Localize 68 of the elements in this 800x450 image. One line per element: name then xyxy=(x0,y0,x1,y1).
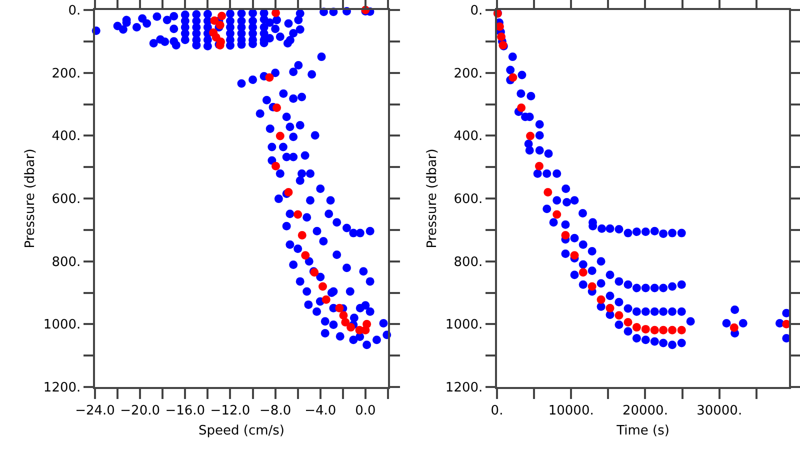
point xyxy=(301,251,310,260)
x-axis-title: Time (s) xyxy=(616,423,670,438)
y-tick-label: 1200. xyxy=(445,380,483,396)
point xyxy=(650,326,659,334)
y-tick-label: 400. xyxy=(454,129,483,144)
point xyxy=(624,318,632,327)
point xyxy=(265,73,274,82)
y-axis-title: Pressure (dbar) xyxy=(22,148,38,248)
y-tick-label: 800. xyxy=(454,254,483,270)
x-tick-label: 10000. xyxy=(548,403,594,418)
point xyxy=(272,162,280,170)
y-tick-label: 1000. xyxy=(445,318,483,333)
point xyxy=(677,326,686,334)
point xyxy=(497,32,506,41)
point xyxy=(730,323,738,332)
point xyxy=(318,282,327,291)
y-tick-label: 200. xyxy=(52,66,81,82)
x-tick-label: 0.0 xyxy=(355,403,376,418)
point xyxy=(322,295,330,304)
point xyxy=(641,324,650,334)
y-tick-label: 0. xyxy=(68,4,81,19)
x-tick-label: −8.0 xyxy=(260,403,292,418)
point xyxy=(294,210,302,219)
point xyxy=(544,188,552,196)
point xyxy=(561,231,570,240)
point xyxy=(210,16,219,25)
x-axis-title: Speed (cm/s) xyxy=(198,423,284,438)
point xyxy=(508,73,518,82)
y-axis-title: Pressure (dbar) xyxy=(424,148,440,248)
point xyxy=(632,323,641,332)
y-tick-label: 1200. xyxy=(43,380,81,396)
point xyxy=(570,251,579,260)
x-tick-label: −12.0 xyxy=(210,403,250,418)
x-tick-label: 20000. xyxy=(622,403,668,418)
point xyxy=(298,231,306,240)
point xyxy=(614,311,624,320)
point xyxy=(346,323,356,332)
y-tick-label: 1000. xyxy=(43,318,81,333)
x-tick-label: −24.0 xyxy=(75,403,115,418)
x-tick-label: −4.0 xyxy=(304,403,336,418)
point xyxy=(339,311,348,320)
y-tick-label: 0. xyxy=(470,4,483,19)
y-tick-label: 600. xyxy=(454,192,483,208)
x-tick-label: −20.0 xyxy=(120,403,160,418)
point xyxy=(517,103,526,112)
y-tick-label: 200. xyxy=(454,66,483,82)
point xyxy=(588,282,596,291)
point xyxy=(526,132,535,140)
x-tick-label: 30000. xyxy=(696,403,742,418)
point xyxy=(218,12,226,20)
point xyxy=(276,132,284,140)
x-tick-label: −16.0 xyxy=(165,403,206,418)
point xyxy=(552,210,562,219)
point xyxy=(668,326,677,334)
point xyxy=(335,304,344,312)
y-tick-label: 400. xyxy=(52,129,81,144)
point xyxy=(596,295,606,304)
y-tick-label: 800. xyxy=(52,254,81,270)
point xyxy=(361,326,370,334)
point xyxy=(534,162,544,170)
x-tick-label: 0. xyxy=(490,403,504,418)
point xyxy=(578,268,588,277)
point xyxy=(659,326,668,334)
point xyxy=(216,20,224,30)
point xyxy=(272,103,282,112)
y-tick-label: 600. xyxy=(52,192,81,208)
point xyxy=(341,318,350,327)
point xyxy=(606,304,614,312)
